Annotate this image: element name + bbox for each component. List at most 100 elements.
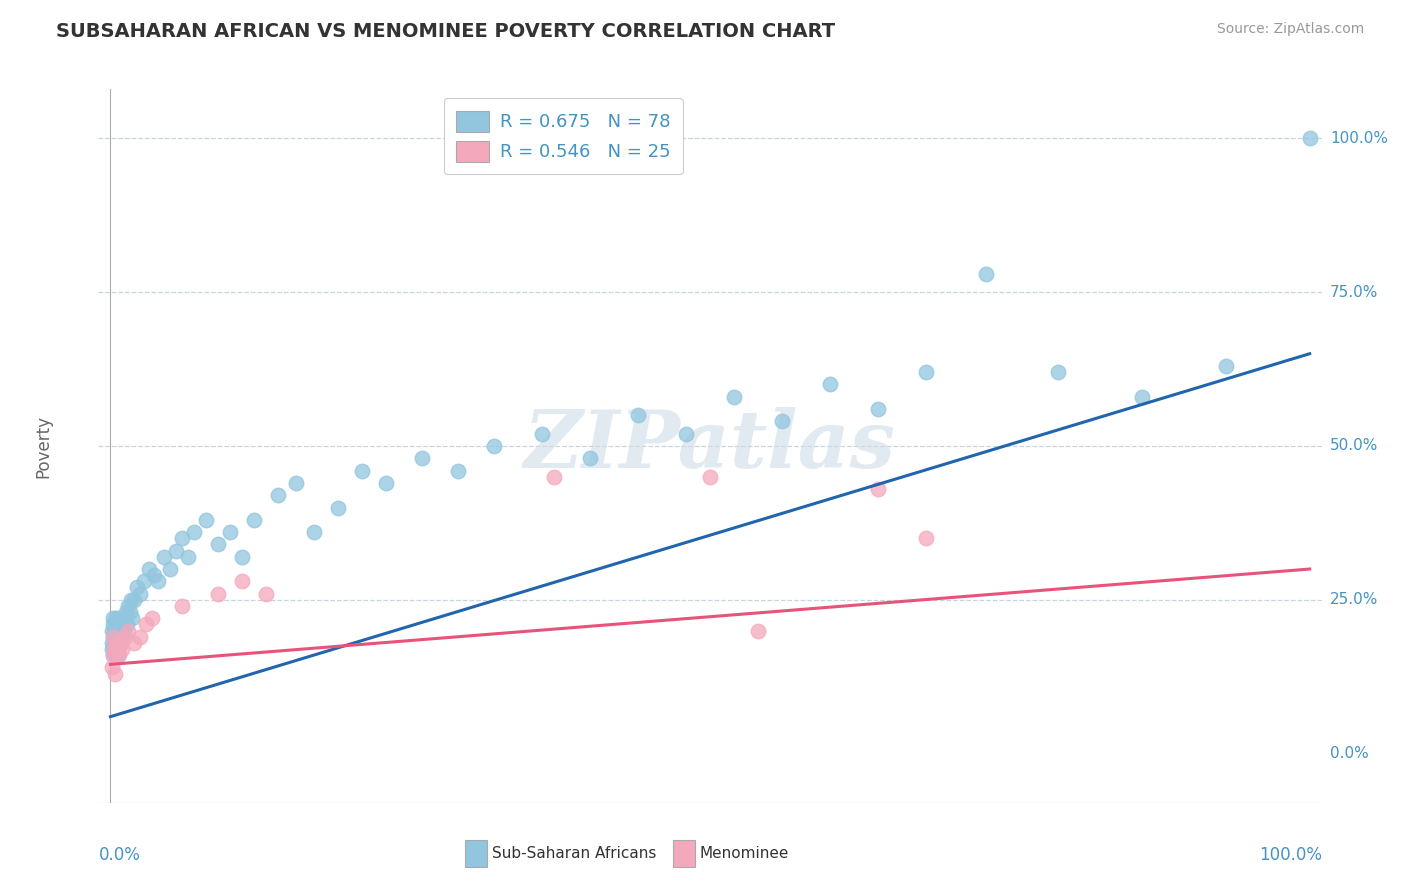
Point xyxy=(974,267,997,281)
Point xyxy=(172,531,194,545)
Point xyxy=(183,525,205,540)
Point xyxy=(915,365,938,379)
Point xyxy=(531,426,554,441)
Point xyxy=(177,549,200,564)
Point xyxy=(114,611,136,625)
Point xyxy=(352,464,374,478)
Point xyxy=(243,513,266,527)
Point xyxy=(447,464,470,478)
Point xyxy=(104,636,127,650)
Point xyxy=(111,642,134,657)
Point xyxy=(110,636,132,650)
Point xyxy=(543,469,565,483)
Text: Sub-Saharan Africans: Sub-Saharan Africans xyxy=(492,847,657,861)
Point xyxy=(101,630,124,644)
Point xyxy=(1298,131,1320,145)
Point xyxy=(579,451,602,466)
Point xyxy=(159,562,181,576)
Point xyxy=(100,624,122,638)
Point xyxy=(110,636,132,650)
Point xyxy=(107,630,129,644)
Point xyxy=(120,592,142,607)
Point xyxy=(482,439,505,453)
Point xyxy=(115,617,138,632)
Point xyxy=(1215,359,1237,373)
Text: ZIPatlas: ZIPatlas xyxy=(524,408,896,484)
Point xyxy=(108,648,129,662)
Point xyxy=(1046,365,1069,379)
Point xyxy=(124,592,146,607)
Point xyxy=(114,630,136,644)
Point xyxy=(103,642,125,657)
Text: 100.0%: 100.0% xyxy=(1258,846,1322,863)
Point xyxy=(110,624,132,638)
Point xyxy=(375,475,398,490)
Point xyxy=(101,648,124,662)
Point xyxy=(129,630,152,644)
Point xyxy=(699,469,721,483)
Point xyxy=(231,574,253,589)
Point xyxy=(207,587,229,601)
Point xyxy=(138,562,160,576)
Text: 50.0%: 50.0% xyxy=(1330,439,1378,453)
Point xyxy=(195,513,218,527)
Point xyxy=(118,605,141,619)
Point xyxy=(103,624,125,638)
Text: 100.0%: 100.0% xyxy=(1330,131,1388,146)
Point xyxy=(108,624,129,638)
Point xyxy=(770,414,793,428)
Point xyxy=(132,574,155,589)
Point xyxy=(723,390,745,404)
Point xyxy=(254,587,277,601)
Point xyxy=(818,377,841,392)
Point xyxy=(107,617,129,632)
Point xyxy=(112,624,135,638)
Point xyxy=(108,636,129,650)
Point xyxy=(104,617,127,632)
Point xyxy=(117,599,139,613)
Point xyxy=(411,451,433,466)
Point xyxy=(148,574,170,589)
Point xyxy=(103,636,125,650)
Point xyxy=(866,402,889,417)
Text: Poverty: Poverty xyxy=(34,415,52,477)
Point xyxy=(104,666,127,681)
Point xyxy=(101,611,124,625)
Point xyxy=(231,549,253,564)
Point xyxy=(105,624,128,638)
Point xyxy=(915,531,938,545)
Point xyxy=(111,630,134,644)
Text: 0.0%: 0.0% xyxy=(1330,746,1368,761)
Point xyxy=(165,543,187,558)
Point xyxy=(105,636,128,650)
Point xyxy=(285,475,308,490)
Point xyxy=(172,599,194,613)
Point xyxy=(103,630,125,644)
Point xyxy=(207,537,229,551)
Legend: R = 0.675   N = 78, R = 0.546   N = 25: R = 0.675 N = 78, R = 0.546 N = 25 xyxy=(444,98,683,174)
Point xyxy=(108,611,131,625)
Point xyxy=(105,642,128,657)
Point xyxy=(117,624,139,638)
Point xyxy=(267,488,290,502)
Point xyxy=(105,611,128,625)
Point xyxy=(100,660,122,674)
Point xyxy=(153,549,176,564)
Point xyxy=(125,581,148,595)
Point xyxy=(141,611,163,625)
Text: Menominee: Menominee xyxy=(700,847,789,861)
Point xyxy=(135,617,157,632)
Point xyxy=(111,617,134,632)
Point xyxy=(107,648,129,662)
Point xyxy=(105,636,128,650)
Point xyxy=(747,624,769,638)
Point xyxy=(328,500,350,515)
Point xyxy=(104,648,127,662)
Point xyxy=(115,605,138,619)
Point xyxy=(627,409,650,423)
Point xyxy=(103,642,125,657)
Point xyxy=(142,568,165,582)
Point xyxy=(100,642,122,657)
Text: 0.0%: 0.0% xyxy=(98,846,141,863)
Point xyxy=(219,525,242,540)
